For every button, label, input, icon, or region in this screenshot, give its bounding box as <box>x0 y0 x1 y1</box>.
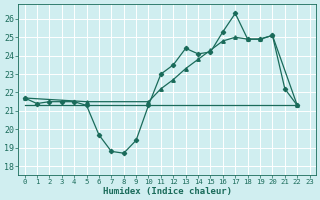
X-axis label: Humidex (Indice chaleur): Humidex (Indice chaleur) <box>103 187 232 196</box>
